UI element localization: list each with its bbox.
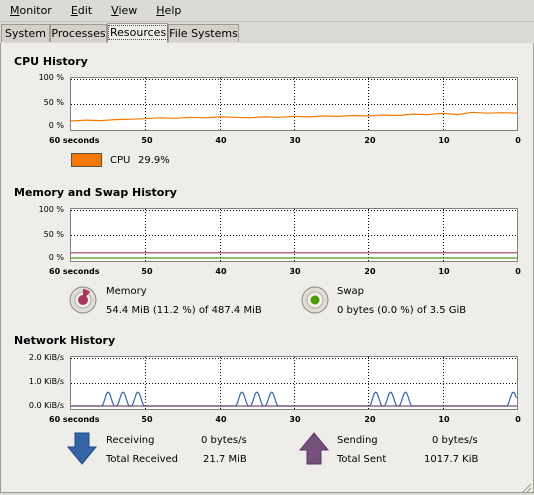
cpu-xtick-40: 40 [215,136,227,145]
cpu-legend-value: 29.9% [138,155,170,166]
tab-strip: System Processes Resources File Systems [0,23,534,44]
menu-view[interactable]: View [111,4,138,17]
tab-processes[interactable]: Processes [50,24,107,42]
mem-xtick-10: 10 [438,267,450,276]
net-xtick-20: 20 [364,415,376,424]
mem-ytick-100: 100 % [38,205,64,214]
cpu-series-line [71,111,517,122]
swap-value: 0 bytes (0.0 %) of 3.5 GiB [337,305,467,316]
tab-file-systems[interactable]: File Systems [168,24,239,42]
cpu-xtick-0: 0 [515,136,521,145]
swap-label: Swap [337,286,365,297]
mem-ytick-0: 0 % [48,253,64,262]
mem-xtick-0: 0 [515,267,521,276]
network-graph-canvas [71,357,517,409]
cpu-xtick-10: 10 [438,136,450,145]
receiving-value: 0 bytes/s [201,435,247,446]
tab-system[interactable]: System [1,24,50,42]
cpu-xtick-50: 50 [141,136,153,145]
memory-graph [70,208,518,262]
net-ytick-0: 0.0 KiB/s [28,401,64,410]
cpu-graph-canvas [71,78,517,130]
memory-graph-canvas [71,209,517,261]
receiving-label: Receiving [106,435,155,446]
total-received-label: Total Received [106,454,179,465]
total-sent-value: 1017.7 KiB [424,454,479,465]
mem-xtick-30: 30 [289,267,301,276]
memory-label: Memory [106,286,147,297]
receiving-arrow-icon[interactable] [66,432,98,466]
net-ytick-1: 1.0 KiB/s [28,377,64,386]
sending-arrow-icon[interactable] [298,432,330,466]
tab-resources-label: Resources [108,25,169,40]
mem-xtick-20: 20 [364,267,376,276]
sending-label: Sending [337,435,378,446]
mem-ytick-50: 50 % [43,230,64,239]
menu-edit[interactable]: Edit [70,4,93,17]
cpu-xtick-20: 20 [364,136,376,145]
cpu-color-swatch[interactable] [71,153,102,167]
cpu-ytick-50: 50 % [43,98,64,107]
cpu-legend-label: CPU [110,155,131,166]
cpu-xtick-60: 60 seconds [49,136,100,145]
cpu-graph [70,77,518,131]
total-sent-label: Total Sent [337,454,387,465]
network-history-title: Network History [14,334,116,347]
sending-value: 0 bytes/s [432,435,478,446]
memory-history-title: Memory and Swap History [14,186,177,199]
net-xtick-40: 40 [215,415,227,424]
mem-xtick-60: 60 seconds [49,267,100,276]
menu-help[interactable]: Help [156,4,182,17]
net-ytick-2: 2.0 KiB/s [28,353,64,362]
memory-pie-icon[interactable] [68,285,98,315]
menu-monitor[interactable]: Monitor [10,4,52,17]
menu-bar: Monitor Edit View Help [0,0,534,22]
cpu-ytick-0: 0 % [48,121,64,130]
cpu-history-title: CPU History [14,55,88,68]
cpu-xtick-30: 30 [289,136,301,145]
memory-value: 54.4 MiB (11.2 %) of 487.4 MiB [106,305,262,316]
net-xtick-50: 50 [141,415,153,424]
net-xtick-10: 10 [438,415,450,424]
tab-resources[interactable]: Resources [107,23,169,43]
mem-xtick-50: 50 [141,267,153,276]
network-graph [70,356,518,410]
swap-pie-icon[interactable] [300,285,330,315]
mem-xtick-40: 40 [215,267,227,276]
net-xtick-30: 30 [289,415,301,424]
cpu-ytick-100: 100 % [38,73,64,82]
net-xtick-60: 60 seconds [49,415,100,424]
total-received-value: 21.7 MiB [203,454,247,465]
resize-grip-icon[interactable] [520,481,532,493]
net-xtick-0: 0 [515,415,521,424]
receiving-series-line [71,391,517,407]
